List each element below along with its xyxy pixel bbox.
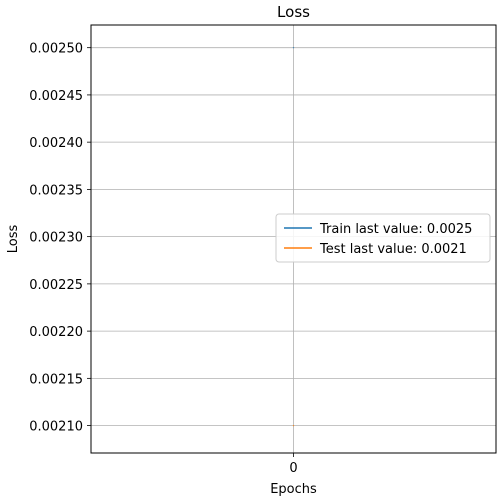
- x-tick-label: 0: [289, 461, 297, 476]
- y-tick-label: 0.00240: [29, 136, 83, 151]
- legend-label-train: Train last value: 0.0025: [319, 222, 472, 237]
- y-tick-label: 0.00245: [29, 89, 83, 104]
- y-axis: 0.00210 0.00215 0.00220 0.00225 0.00230 0.002…: [29, 42, 91, 435]
- y-axis-label: Loss: [6, 225, 21, 254]
- y-tick-label: 0.00220: [29, 325, 83, 340]
- y-tick-label: 0.00230: [29, 231, 83, 246]
- x-axis-label: Epochs: [270, 482, 317, 497]
- chart-title: Loss: [277, 3, 310, 21]
- y-tick-label: 0.00250: [29, 42, 83, 57]
- x-axis: 0: [289, 453, 297, 476]
- legend: Train last value: 0.0025 Test last value:…: [276, 214, 490, 262]
- y-tick-label: 0.00215: [29, 372, 83, 387]
- y-tick-label: 0.00225: [29, 278, 83, 293]
- y-tick-label: 0.00235: [29, 183, 83, 198]
- series-train-point: [293, 47, 294, 48]
- legend-label-test: Test last value: 0.0021: [319, 242, 467, 257]
- series-test-point: [293, 425, 294, 426]
- y-tick-label: 0.00210: [29, 420, 83, 435]
